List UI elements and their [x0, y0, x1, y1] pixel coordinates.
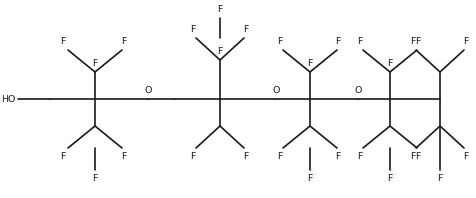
Text: F: F [387, 59, 393, 68]
Text: F: F [387, 174, 393, 183]
Text: O: O [354, 86, 362, 95]
Text: HO: HO [1, 94, 16, 104]
Text: F: F [416, 37, 421, 46]
Text: O: O [144, 86, 152, 95]
Text: F: F [410, 152, 416, 161]
Text: F: F [243, 152, 248, 161]
Text: F: F [335, 152, 341, 161]
Text: F: F [121, 152, 127, 161]
Text: F: F [190, 152, 196, 161]
Text: F: F [218, 5, 223, 14]
Text: F: F [190, 25, 196, 34]
Text: F: F [278, 152, 283, 161]
Text: F: F [121, 37, 127, 46]
Text: F: F [357, 152, 363, 161]
Text: F: F [335, 37, 341, 46]
Text: O: O [272, 86, 280, 95]
Text: F: F [243, 25, 248, 34]
Text: F: F [416, 152, 421, 161]
Text: F: F [60, 37, 66, 46]
Text: F: F [278, 37, 283, 46]
Text: F: F [410, 37, 416, 46]
Text: F: F [463, 37, 469, 46]
Text: F: F [463, 152, 469, 161]
Text: F: F [437, 174, 443, 183]
Text: F: F [357, 37, 363, 46]
Text: F: F [60, 152, 66, 161]
Text: F: F [307, 174, 313, 183]
Text: F: F [218, 47, 223, 56]
Text: F: F [92, 59, 98, 68]
Text: F: F [92, 174, 98, 183]
Text: F: F [307, 59, 313, 68]
